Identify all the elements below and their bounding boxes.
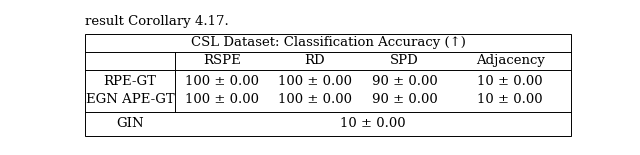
Text: 100 ± 0.00: 100 ± 0.00 — [278, 93, 351, 106]
Text: 100 ± 0.00: 100 ± 0.00 — [185, 93, 259, 106]
Text: 10 ± 0.00: 10 ± 0.00 — [477, 93, 543, 106]
Text: SPD: SPD — [390, 54, 419, 67]
Text: RPE-GT: RPE-GT — [104, 75, 156, 88]
Text: result Corollary 4.17.: result Corollary 4.17. — [85, 15, 228, 28]
Text: 90 ± 0.00: 90 ± 0.00 — [372, 93, 437, 106]
Text: GIN: GIN — [116, 117, 144, 130]
Text: RSPE: RSPE — [204, 54, 241, 67]
Text: 100 ± 0.00: 100 ± 0.00 — [278, 75, 351, 88]
Text: EGN APE-GT: EGN APE-GT — [86, 93, 174, 106]
Text: 10 ± 0.00: 10 ± 0.00 — [477, 75, 543, 88]
Text: RD: RD — [305, 54, 325, 67]
Text: 10 ± 0.00: 10 ± 0.00 — [340, 117, 406, 130]
Text: 90 ± 0.00: 90 ± 0.00 — [372, 75, 437, 88]
Text: CSL Dataset: Classification Accuracy (↑): CSL Dataset: Classification Accuracy (↑) — [191, 36, 465, 49]
Bar — [85, 34, 571, 136]
Text: 100 ± 0.00: 100 ± 0.00 — [185, 75, 259, 88]
Text: Adjacency: Adjacency — [476, 54, 545, 67]
